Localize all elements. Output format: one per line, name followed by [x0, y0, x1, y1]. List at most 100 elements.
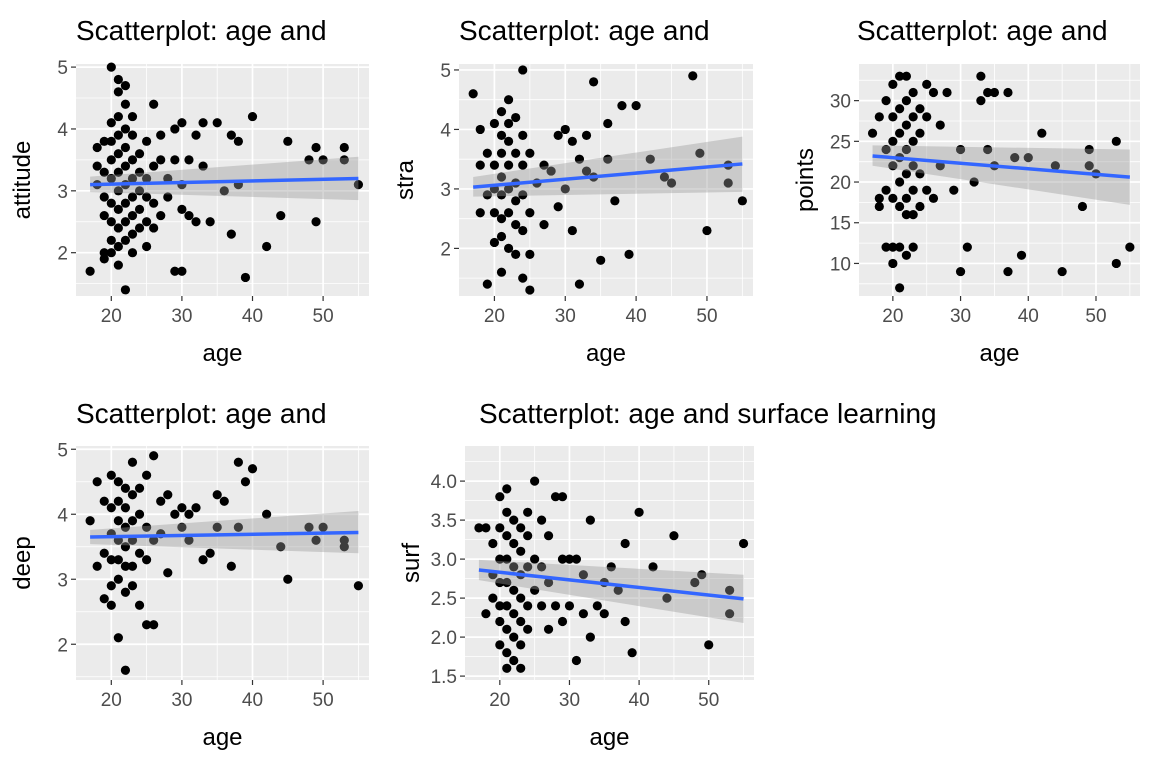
data-point — [127, 581, 138, 591]
data-point — [85, 516, 95, 526]
data-point — [1003, 87, 1013, 98]
data-point — [240, 477, 251, 487]
data-point — [495, 616, 505, 627]
y-axis-title: deep — [9, 536, 36, 589]
y-tick-label: 4 — [440, 120, 451, 141]
data-point — [339, 535, 349, 545]
data-point — [895, 71, 905, 81]
data-point — [318, 155, 328, 165]
data-point — [888, 258, 898, 269]
data-point — [888, 193, 898, 203]
data-point — [198, 161, 208, 171]
data-point — [695, 148, 705, 158]
data-point — [1111, 258, 1121, 269]
data-point — [489, 118, 500, 129]
data-point — [901, 169, 911, 179]
data-point — [537, 562, 547, 572]
data-point — [523, 562, 533, 572]
data-point — [502, 507, 512, 517]
data-point — [262, 241, 272, 252]
data-point — [669, 531, 679, 541]
chart-title: Scatterplot: age and — [857, 15, 1108, 46]
regression-line — [478, 568, 744, 601]
data-point — [518, 273, 528, 283]
data-point — [518, 65, 528, 75]
data-point — [928, 87, 939, 98]
data-point — [120, 522, 131, 532]
data-point — [737, 196, 747, 206]
data-point — [690, 577, 700, 588]
data-point — [233, 457, 243, 467]
data-point — [537, 515, 547, 525]
data-point — [495, 601, 505, 611]
y-tick-label: 3 — [57, 570, 68, 591]
data-point — [617, 101, 627, 111]
data-point — [212, 490, 222, 500]
data-point — [127, 516, 138, 526]
data-point — [353, 581, 364, 591]
data-point — [134, 483, 145, 493]
data-point — [113, 477, 123, 487]
data-point — [539, 220, 549, 230]
x-tick-label: 20 — [882, 306, 903, 327]
data-point — [240, 272, 251, 283]
data-point — [627, 648, 637, 658]
data-point — [1077, 201, 1088, 212]
data-point — [935, 120, 945, 130]
data-point — [983, 144, 993, 155]
data-point — [120, 217, 131, 227]
data-point — [697, 570, 707, 580]
scatterplot-panel: Scatterplot: age and 20 30 40 50 2 3 4 5 age attit… — [9, 15, 369, 367]
data-point — [495, 554, 505, 564]
data-point — [106, 600, 116, 610]
data-point — [482, 190, 492, 200]
data-point — [127, 561, 138, 571]
data-point — [99, 167, 109, 177]
data-point — [127, 229, 138, 239]
y-tick-label: 2.0 — [431, 628, 457, 649]
data-point — [901, 209, 911, 220]
data-point — [525, 285, 535, 295]
data-point — [113, 167, 123, 177]
data-point — [99, 594, 109, 604]
data-point — [1010, 153, 1020, 163]
y-tick-label: 3 — [440, 180, 451, 201]
data-point — [99, 210, 109, 221]
data-point — [901, 250, 911, 260]
data-point — [92, 161, 102, 171]
y-tick-label: 2.5 — [431, 589, 457, 610]
data-point — [226, 561, 236, 571]
data-point — [511, 196, 521, 206]
data-point — [106, 136, 116, 146]
y-tick-label: 20 — [830, 173, 851, 194]
data-point — [901, 120, 911, 130]
data-point — [888, 242, 898, 252]
y-axis-title: attitude — [9, 141, 36, 220]
data-point — [113, 74, 123, 85]
data-point — [177, 118, 187, 128]
data-point — [488, 538, 498, 549]
data-point — [1003, 266, 1013, 277]
data-point — [496, 148, 507, 158]
data-point — [134, 149, 145, 159]
data-point — [106, 155, 116, 165]
data-point — [184, 155, 194, 165]
data-point — [283, 136, 293, 146]
data-point — [120, 285, 131, 295]
data-point — [475, 124, 485, 135]
data-point — [142, 620, 152, 630]
y-tick-label: 4.0 — [431, 472, 457, 493]
data-point — [247, 111, 258, 122]
data-point — [571, 554, 582, 564]
data-point — [191, 217, 201, 227]
data-point — [482, 148, 492, 158]
data-point — [184, 535, 194, 545]
data-point — [304, 155, 314, 165]
data-point — [530, 585, 540, 595]
data-point — [662, 593, 672, 603]
data-point — [475, 208, 485, 218]
data-point — [610, 196, 620, 206]
data-point — [1084, 161, 1094, 171]
data-point — [163, 173, 173, 184]
data-point — [1111, 136, 1121, 146]
